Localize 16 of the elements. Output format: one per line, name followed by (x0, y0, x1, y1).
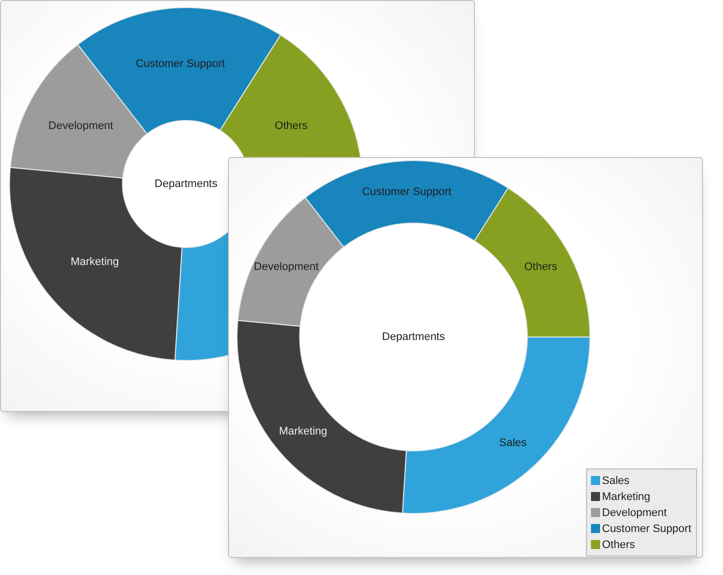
slice-label: Sales (499, 436, 528, 449)
text: Departments (154, 178, 218, 190)
slice-label: Marketing (70, 256, 119, 268)
slice-label: Marketing (278, 425, 328, 438)
slice-label: Customer Support (362, 186, 452, 198)
legend-label: Customer Support (602, 523, 692, 536)
legend-label: Sales (602, 475, 630, 488)
text: Departments (382, 331, 446, 344)
legend-label: Development (602, 507, 667, 520)
slice-label: Others (524, 261, 558, 274)
legend-label: Others (602, 539, 636, 552)
slice-label: Customer Support (136, 58, 225, 70)
legend-label: Marketing (602, 491, 650, 504)
slice-label: Development (48, 120, 114, 132)
slice-label: Others (274, 120, 308, 132)
slice-label: Development (254, 261, 319, 274)
